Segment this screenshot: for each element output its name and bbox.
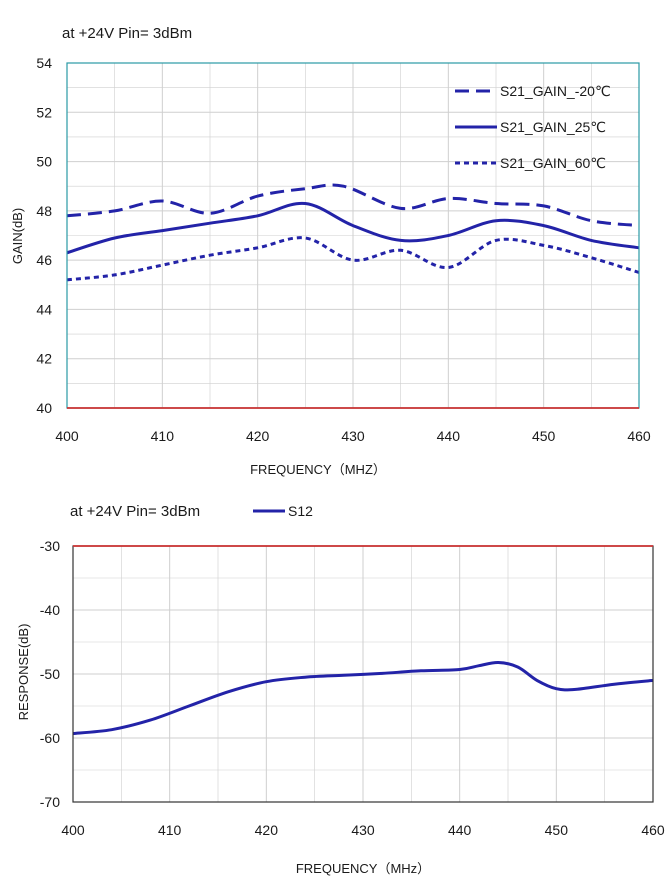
y-tick-label: 52 (36, 104, 52, 120)
response-chart-subtitle: at +24V Pin= 3dBm (70, 503, 200, 520)
x-tick-label: 400 (55, 428, 79, 444)
y-tick-label: -50 (40, 666, 60, 682)
x-tick-label: 440 (437, 428, 461, 444)
y-tick-label: 48 (36, 203, 52, 219)
legend-label: S21_GAIN_-20℃ (500, 83, 611, 99)
response-chart-legend: S12 (253, 503, 313, 519)
x-tick-label: 430 (351, 822, 375, 838)
x-tick-label: 440 (448, 822, 472, 838)
y-tick-label: 44 (36, 301, 52, 317)
series-line-2 (66, 201, 640, 255)
gain-chart-legend: S21_GAIN_-20℃ S21_GAIN_25℃ S21_GAIN_60℃ (455, 83, 611, 171)
x-tick-label: 460 (641, 822, 665, 838)
series-line-1 (66, 183, 640, 228)
legend-label: S12 (288, 503, 313, 519)
x-tick-label: 460 (627, 428, 651, 444)
legend-label: S21_GAIN_25℃ (500, 119, 606, 135)
gain-chart-subtitle: at +24V Pin= 3dBm (62, 25, 192, 42)
gain-chart-series (66, 183, 640, 282)
response-chart-ticks: 400 410 420 430 440 450 460 -70 -60 -50 -40 -30 (40, 538, 665, 838)
gain-chart-grid (66, 62, 640, 409)
x-tick-label: 410 (151, 428, 175, 444)
y-tick-label: 46 (36, 252, 52, 268)
response-chart-x-axis-title: FREQUENCY（MHz） (296, 861, 430, 876)
y-tick-label: 50 (36, 154, 52, 170)
x-tick-label: 400 (61, 822, 85, 838)
x-tick-label: 430 (341, 428, 365, 444)
gain-chart-x-axis-title: FREQUENCY（MHZ） (250, 462, 386, 477)
y-tick-label: 42 (36, 351, 52, 367)
response-chart-frame (72, 545, 654, 803)
y-tick-label: 40 (36, 400, 52, 416)
y-tick-label: -60 (40, 730, 60, 746)
legend-label: S21_GAIN_60℃ (500, 155, 606, 171)
response-chart-y-axis-title: RESPONSE(dB) (16, 624, 31, 721)
response-chart-series (72, 660, 654, 735)
x-tick-label: 420 (255, 822, 279, 838)
y-tick-label: -40 (40, 602, 60, 618)
series-line-3 (66, 236, 640, 282)
y-tick-label: 54 (36, 55, 52, 71)
response-chart: at +24V Pin= 3dBm 400 410 420 430 440 450 460 -… (16, 503, 665, 876)
gain-chart-y-axis-title: GAIN(dB) (10, 208, 25, 264)
y-tick-label: -70 (40, 794, 60, 810)
x-tick-label: 450 (532, 428, 556, 444)
y-tick-label: -30 (40, 538, 60, 554)
x-tick-label: 410 (158, 822, 182, 838)
gain-chart-ticks: 400 410 420 430 440 450 460 40 42 44 46 48 50 52 54 (36, 55, 650, 444)
x-tick-label: 450 (545, 822, 569, 838)
x-tick-label: 420 (246, 428, 270, 444)
gain-chart-frame (66, 62, 640, 409)
series-line-1 (72, 660, 654, 735)
gain-chart: at +24V Pin= 3dBm 400 410 420 430 440 450 4604… (10, 25, 651, 477)
